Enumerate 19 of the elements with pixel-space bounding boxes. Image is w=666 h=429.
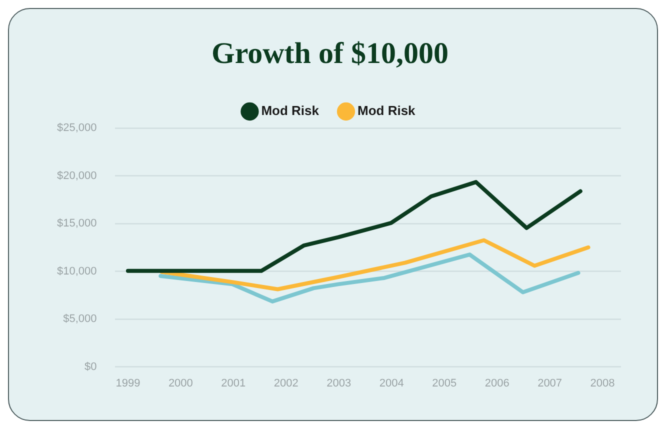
chart-title: Growth of $10,000 xyxy=(212,36,448,70)
x-tick-label: 2006 xyxy=(484,377,510,390)
x-tick-label: 2008 xyxy=(590,377,615,390)
y-tick-label: $15,000 xyxy=(56,218,97,230)
x-tick-label: 2003 xyxy=(326,377,352,390)
y-tick-label: $10,000 xyxy=(56,265,97,278)
y-tick-label: $25,000 xyxy=(56,122,97,134)
x-tick-label: 1999 xyxy=(116,377,140,390)
x-tick-label: 2001 xyxy=(221,377,246,390)
x-tick-label: 2007 xyxy=(538,377,562,390)
x-tick-label: 2002 xyxy=(274,377,298,390)
legend-label: Mod Risk xyxy=(261,103,320,118)
x-tick-label: 2005 xyxy=(432,377,457,390)
y-tick-label: $5,000 xyxy=(63,313,97,326)
y-tick-label: $0 xyxy=(84,360,97,373)
x-tick-label: 2000 xyxy=(168,377,193,390)
y-tick-label: $20,000 xyxy=(56,170,97,182)
legend-label: Mod Risk xyxy=(358,103,416,118)
x-tick-label: 2004 xyxy=(379,377,404,390)
